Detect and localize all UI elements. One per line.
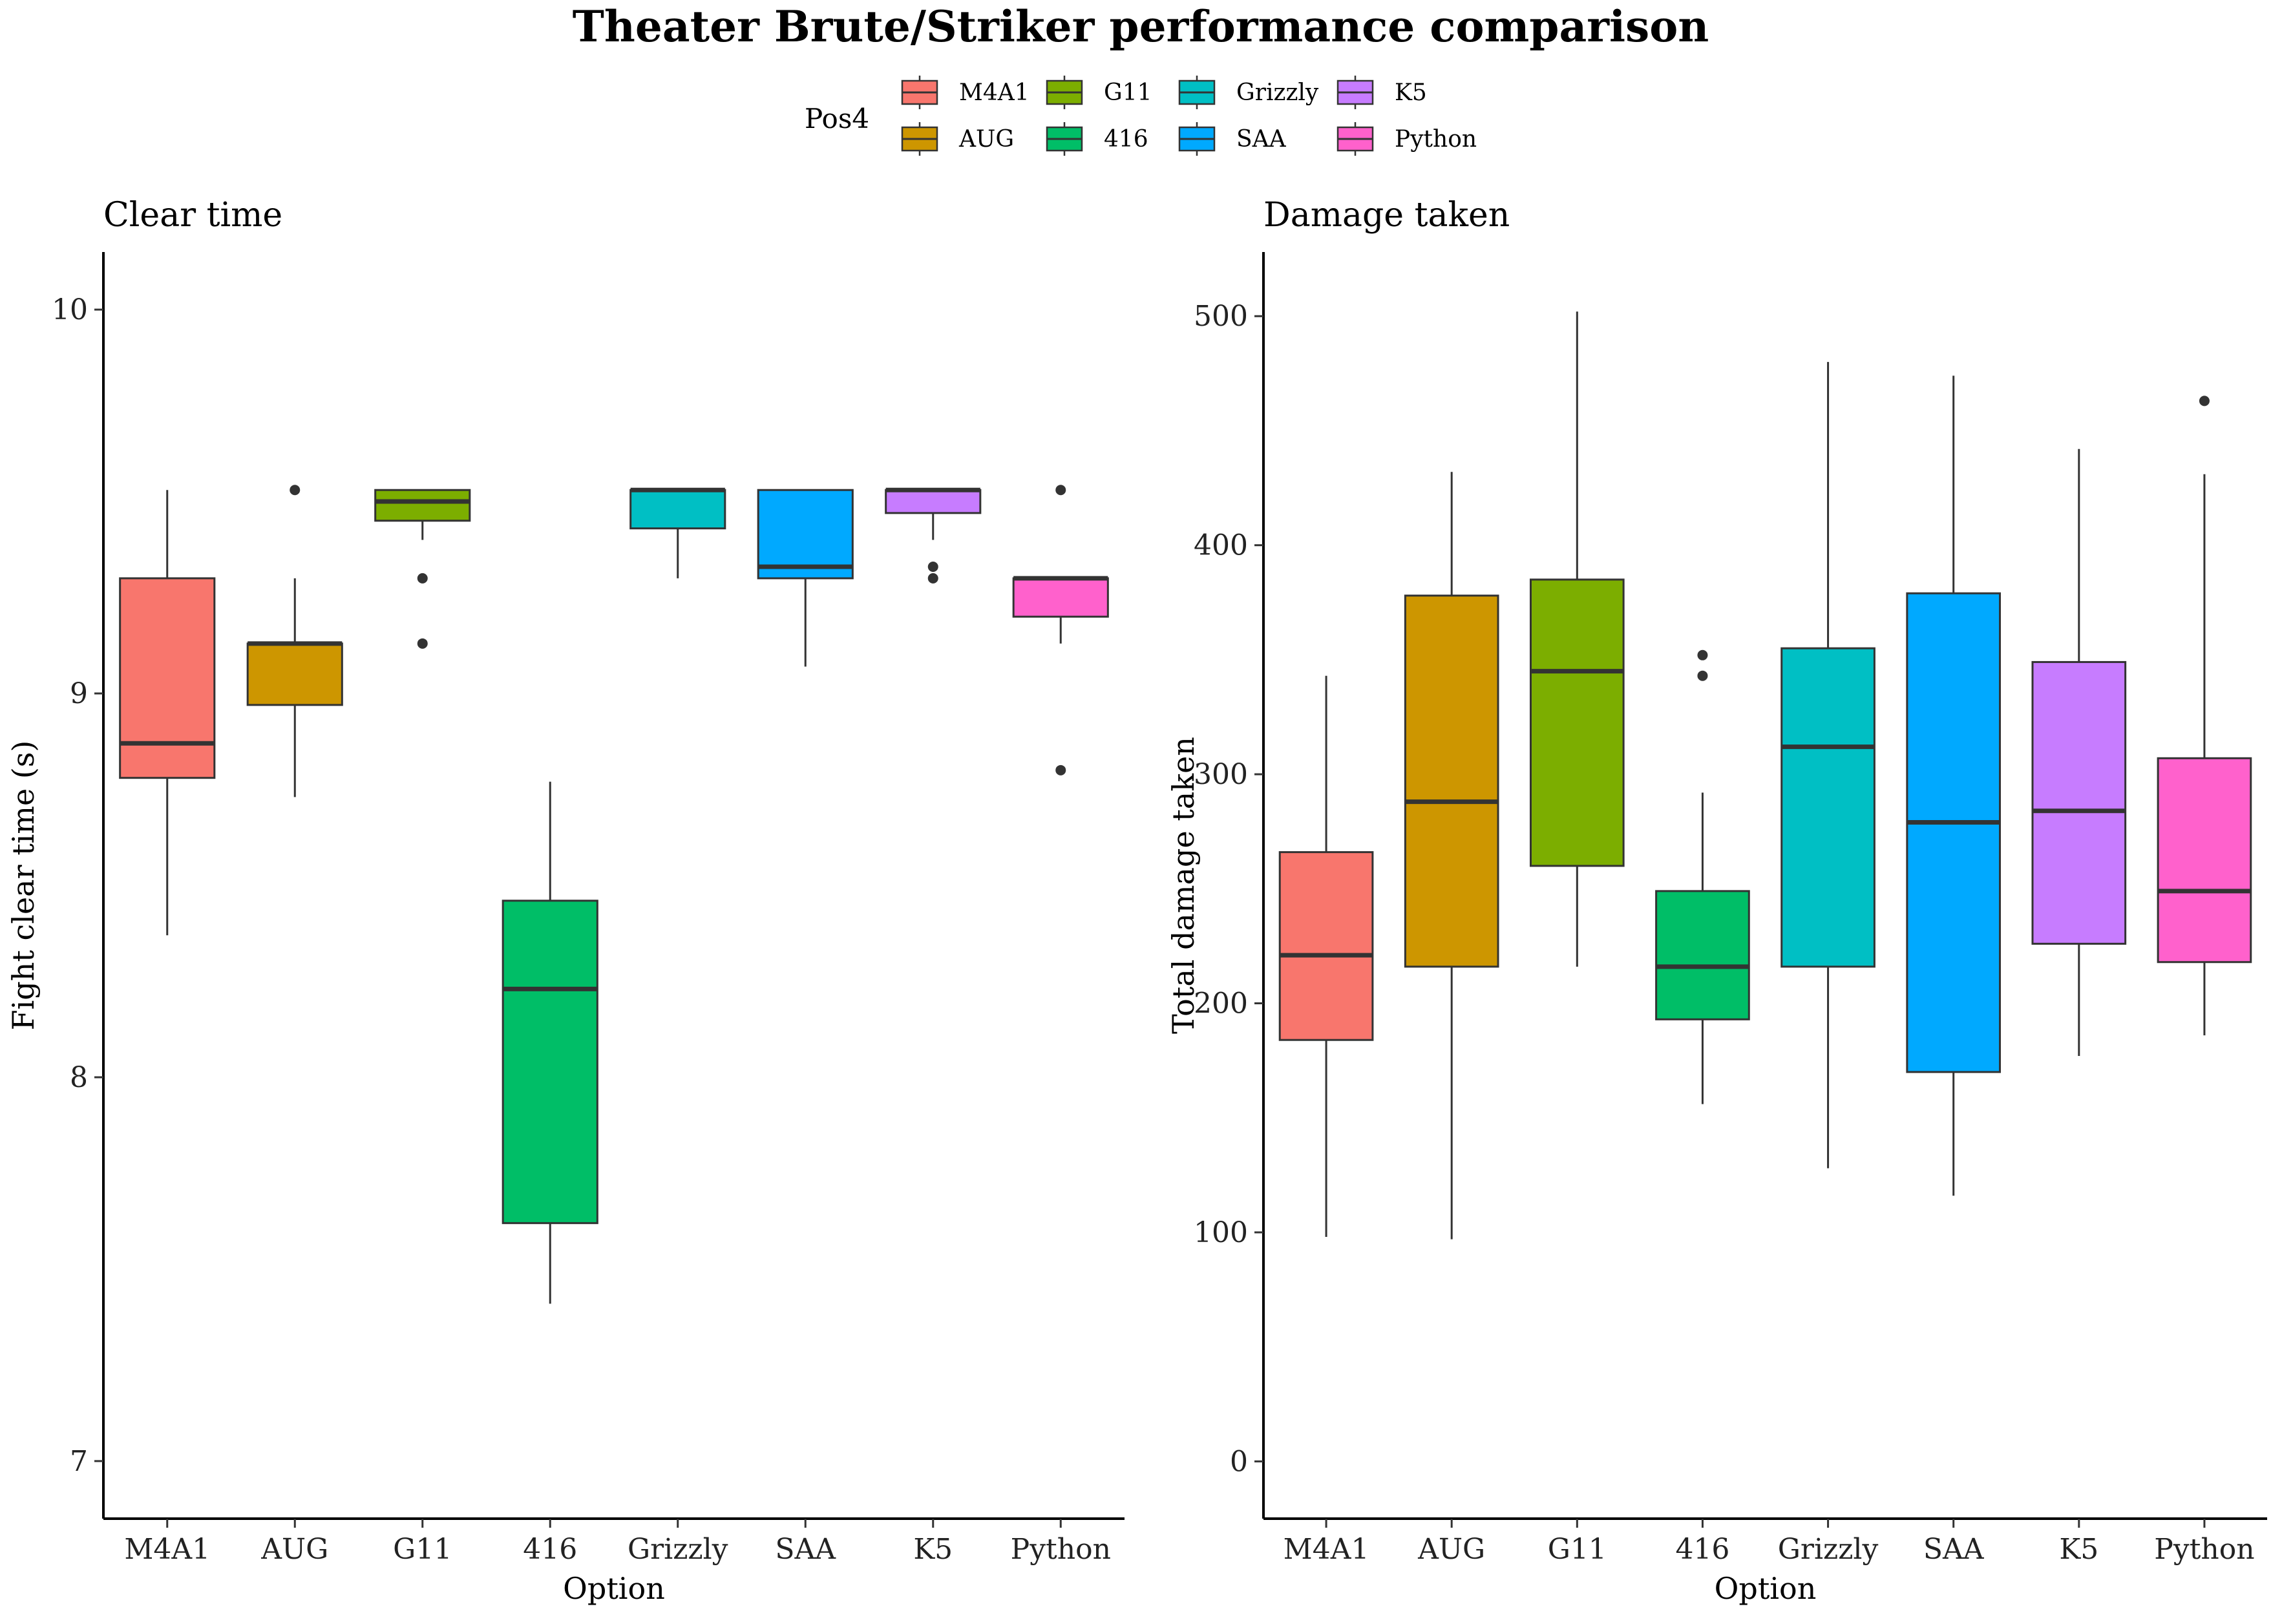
- y-axis-title: Total damage taken: [1166, 737, 1201, 1034]
- box-416: [502, 781, 598, 1304]
- legend-item-aug: AUG: [901, 122, 1014, 156]
- legend-item-k5: K5: [1336, 76, 1427, 109]
- legend-item-grizzly: Grizzly: [1178, 76, 1319, 109]
- legend: Pos4 M4A1 G11 Grizzly K5 AUG 416 SAA Python: [805, 76, 1477, 156]
- outlier-point: [927, 562, 938, 573]
- x-tick-label-k5: K5: [913, 1533, 953, 1566]
- box-k5: [885, 487, 982, 584]
- x-tick-label-saa: SAA: [775, 1533, 836, 1566]
- box-body: [1906, 592, 2002, 1073]
- box-g11: [374, 489, 471, 649]
- legend-item-416: 416: [1046, 122, 1148, 156]
- x-tick-label-aug: AUG: [1417, 1533, 1485, 1566]
- box-k5: [2031, 448, 2127, 1057]
- y-axis-title: Fight clear time (s): [6, 741, 41, 1031]
- x-tick-label-416: 416: [523, 1533, 577, 1566]
- x-tick-label-m4a1: M4A1: [124, 1533, 210, 1566]
- box-aug: [246, 485, 343, 797]
- chart-title: Theater Brute/Striker performance compar…: [573, 1, 1709, 52]
- outlier-point: [927, 573, 938, 584]
- box-grizzly: [629, 487, 726, 578]
- legend-item-python: Python: [1336, 122, 1477, 156]
- x-tick-label-aug: AUG: [260, 1533, 328, 1566]
- y-tick-label: 300: [1194, 758, 1248, 791]
- x-tick-label-416: 416: [1675, 1533, 1729, 1566]
- y-tick-label: 9: [70, 677, 88, 710]
- legend-label: M4A1: [959, 79, 1030, 106]
- y-tick-label: 7: [70, 1445, 88, 1478]
- x-tick-label-m4a1: M4A1: [1284, 1533, 1369, 1566]
- panel-clear-time: Clear time 7 8 9 10 Fight clear time (s) M4A1 A…: [6, 196, 1125, 1606]
- x-axis-title: Option: [563, 1571, 665, 1606]
- box-aug: [1404, 472, 1499, 1239]
- legend-title: Pos4: [805, 103, 869, 134]
- legend-label: SAA: [1236, 126, 1287, 153]
- y-tick-label: 200: [1194, 987, 1248, 1020]
- box-416: [1655, 649, 1750, 1104]
- box-body: [1780, 647, 1875, 968]
- x-tick-label-saa: SAA: [1923, 1533, 1985, 1566]
- box-body: [885, 489, 982, 514]
- panel-title: Clear time: [103, 196, 282, 235]
- x-axis-title: Option: [1715, 1571, 1817, 1606]
- legend-item-g11: G11: [1046, 76, 1152, 109]
- box-body: [246, 642, 343, 706]
- outlier-point: [1055, 765, 1066, 775]
- y-tick-label: 100: [1194, 1216, 1248, 1249]
- box-body: [374, 489, 471, 522]
- box-python: [2157, 395, 2252, 1036]
- outlier-point: [1697, 670, 1708, 681]
- x-tick-label-python: Python: [2154, 1533, 2254, 1566]
- box-body: [1404, 595, 1499, 968]
- panel-title: Damage taken: [1263, 196, 1510, 235]
- y-tick-label: 400: [1194, 529, 1248, 562]
- box-body: [1529, 578, 1625, 867]
- outlier-point: [417, 638, 428, 649]
- x-tick-label-g11: G11: [393, 1533, 452, 1566]
- box-saa: [757, 489, 854, 667]
- y-tick-label: 8: [70, 1061, 88, 1094]
- legend-item-m4a1: M4A1: [901, 76, 1030, 109]
- legend-label: K5: [1395, 79, 1427, 106]
- legend-label: 416: [1104, 126, 1148, 153]
- box-body: [2031, 660, 2127, 945]
- outlier-point: [1697, 649, 1708, 660]
- box-body: [119, 577, 216, 779]
- box-body: [1012, 577, 1109, 618]
- y-tick-label: 0: [1230, 1445, 1248, 1478]
- x-tick-label-g11: G11: [1548, 1533, 1607, 1566]
- box-python: [1012, 485, 1109, 775]
- outlier-point: [417, 573, 428, 584]
- box-body: [1655, 890, 1750, 1020]
- legend-label: G11: [1104, 79, 1152, 106]
- x-tick-label-python: Python: [1011, 1533, 1111, 1566]
- box-body: [757, 489, 854, 580]
- outlier-point: [1055, 485, 1066, 496]
- box-m4a1: [1278, 675, 1374, 1238]
- x-tick-label-grizzly: Grizzly: [628, 1533, 728, 1566]
- x-tick-label-k5: K5: [2059, 1533, 2098, 1566]
- box-g11: [1529, 311, 1625, 967]
- x-tick-label-grizzly: Grizzly: [1778, 1533, 1879, 1566]
- box-body: [502, 900, 598, 1225]
- y-tick-label: 500: [1194, 300, 1248, 333]
- panel-damage-taken: Damage taken 0 100 200 300 400 500 Total damage…: [1166, 196, 2267, 1606]
- outlier-point: [2199, 395, 2210, 406]
- legend-label: AUG: [958, 126, 1014, 153]
- legend-item-saa: SAA: [1178, 122, 1287, 156]
- box-saa: [1906, 375, 2002, 1196]
- box-body: [629, 489, 726, 530]
- legend-label: Grizzly: [1236, 79, 1319, 106]
- outlier-point: [290, 485, 301, 496]
- box-body: [1278, 851, 1374, 1041]
- y-tick-label: 10: [52, 293, 88, 326]
- box-grizzly: [1780, 362, 1875, 1168]
- box-body: [2157, 757, 2252, 964]
- legend-label: Python: [1395, 126, 1477, 153]
- box-m4a1: [119, 490, 216, 936]
